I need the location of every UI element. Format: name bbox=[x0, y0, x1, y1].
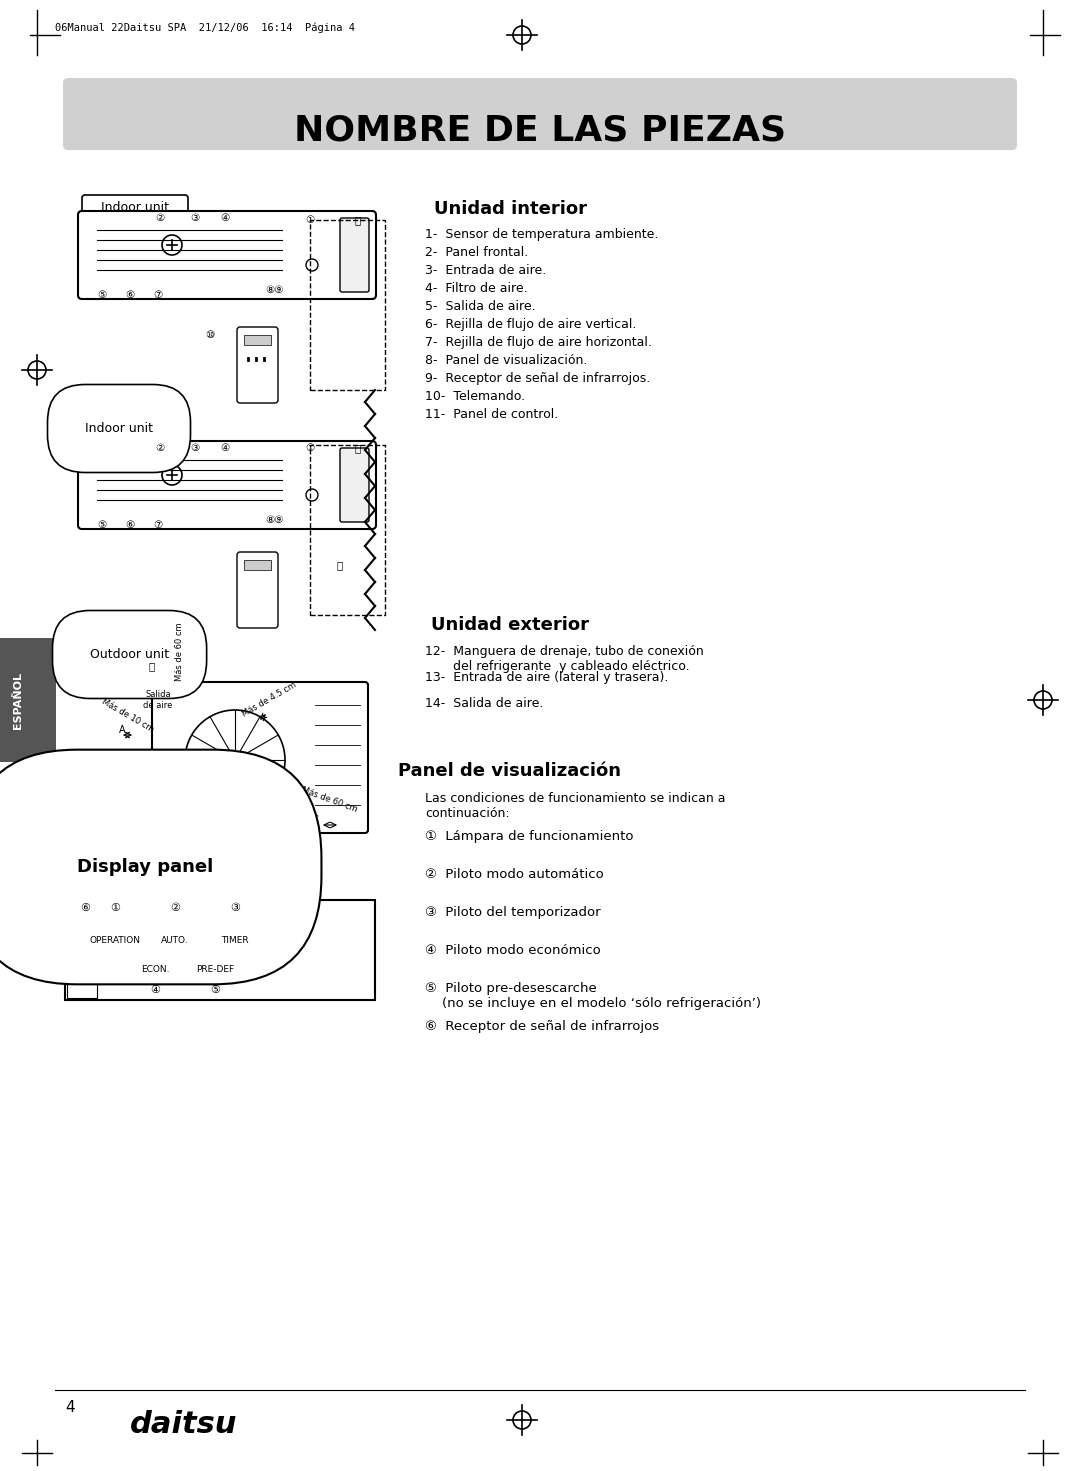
Text: 2-  Panel frontal.: 2- Panel frontal. bbox=[426, 246, 528, 259]
Text: Unidad interior: Unidad interior bbox=[433, 200, 586, 218]
Text: ③  Piloto del temporizador: ③ Piloto del temporizador bbox=[426, 906, 600, 919]
FancyBboxPatch shape bbox=[78, 441, 376, 530]
Text: 4-  Filtro de aire.: 4- Filtro de aire. bbox=[426, 282, 528, 296]
Text: ⑦: ⑦ bbox=[153, 290, 163, 300]
Text: 9-  Receptor de señal de infrarrojos.: 9- Receptor de señal de infrarrojos. bbox=[426, 372, 650, 385]
Text: ⑤  Piloto pre-desescarche
    (no se incluye en el modelo ‘sólo refrigeración’): ⑤ Piloto pre-desescarche (no se incluye … bbox=[426, 983, 761, 1011]
Text: 5-  Salida de aire.: 5- Salida de aire. bbox=[426, 300, 536, 313]
Text: ⑦: ⑦ bbox=[153, 521, 163, 530]
Text: 06Manual 22Daitsu SPA  21/12/06  16:14  Página 4: 06Manual 22Daitsu SPA 21/12/06 16:14 Pág… bbox=[55, 22, 355, 32]
Text: 4: 4 bbox=[65, 1400, 75, 1415]
Text: ⑥: ⑥ bbox=[80, 903, 90, 913]
Text: ①  Lámpara de funcionamiento: ① Lámpara de funcionamiento bbox=[426, 830, 634, 843]
Text: ④: ④ bbox=[220, 213, 230, 224]
Text: B: B bbox=[149, 805, 156, 815]
FancyBboxPatch shape bbox=[244, 335, 271, 346]
Text: ②: ② bbox=[170, 903, 180, 913]
Text: ⑫: ⑫ bbox=[337, 560, 343, 569]
Text: 7-  Rejilla de flujo de aire horizontal.: 7- Rejilla de flujo de aire horizontal. bbox=[426, 335, 652, 349]
Text: ⑤: ⑤ bbox=[97, 290, 107, 300]
Text: ⑤: ⑤ bbox=[97, 521, 107, 530]
Text: Más de 100 cm: Más de 100 cm bbox=[156, 778, 217, 812]
Text: NOMBRE DE LAS PIEZAS: NOMBRE DE LAS PIEZAS bbox=[294, 113, 786, 147]
Text: AUTO.: AUTO. bbox=[161, 936, 189, 944]
FancyBboxPatch shape bbox=[237, 327, 278, 403]
Text: Salida
de aire: Salida de aire bbox=[144, 690, 173, 709]
Text: ③: ③ bbox=[190, 213, 200, 224]
Text: Más de 60 cm: Más de 60 cm bbox=[175, 622, 184, 681]
Text: ④: ④ bbox=[220, 443, 230, 453]
Text: ⑧⑨: ⑧⑨ bbox=[266, 515, 284, 525]
Text: ①: ① bbox=[306, 215, 314, 225]
Text: ③: ③ bbox=[190, 443, 200, 453]
FancyBboxPatch shape bbox=[82, 196, 188, 224]
Text: ⑧⑨: ⑧⑨ bbox=[266, 285, 284, 296]
Text: 13-  Entrada de aire (lateral y trasera).: 13- Entrada de aire (lateral y trasera). bbox=[426, 671, 669, 684]
Text: 10-  Telemando.: 10- Telemando. bbox=[426, 390, 525, 403]
Text: Outdoor unit: Outdoor unit bbox=[90, 649, 170, 660]
FancyBboxPatch shape bbox=[78, 210, 376, 299]
Text: ②: ② bbox=[156, 213, 164, 224]
FancyBboxPatch shape bbox=[63, 78, 1017, 150]
Text: ①: ① bbox=[306, 443, 314, 453]
Text: 11-  Panel de control.: 11- Panel de control. bbox=[426, 407, 558, 421]
Text: Unidad exterior: Unidad exterior bbox=[431, 616, 589, 634]
Text: ECON.: ECON. bbox=[140, 965, 170, 974]
FancyBboxPatch shape bbox=[67, 902, 97, 997]
Text: 12-  Manguera de drenaje, tubo de conexión
       del refrigerante  y cableado e: 12- Manguera de drenaje, tubo de conexió… bbox=[426, 644, 704, 674]
Text: C: C bbox=[312, 815, 319, 825]
Text: daitsu: daitsu bbox=[130, 1411, 238, 1439]
Text: ⑪: ⑪ bbox=[355, 215, 361, 225]
Text: Las condiciones de funcionamiento se indican a
continuación:: Las condiciones de funcionamiento se ind… bbox=[426, 791, 726, 819]
Text: 1-  Sensor de temperatura ambiente.: 1- Sensor de temperatura ambiente. bbox=[426, 228, 659, 241]
Text: 3-  Entrada de aire.: 3- Entrada de aire. bbox=[426, 263, 546, 277]
Text: ⑩: ⑩ bbox=[205, 330, 215, 340]
Text: ⑥: ⑥ bbox=[125, 521, 135, 530]
Text: ⑥  Receptor de señal de infrarrojos: ⑥ Receptor de señal de infrarrojos bbox=[426, 1019, 659, 1033]
Text: ③: ③ bbox=[230, 903, 240, 913]
FancyBboxPatch shape bbox=[152, 683, 368, 833]
Text: OPERATION: OPERATION bbox=[90, 936, 140, 944]
Text: ①: ① bbox=[110, 903, 120, 913]
Text: 6-  Rejilla de flujo de aire vertical.: 6- Rejilla de flujo de aire vertical. bbox=[426, 318, 636, 331]
Text: ④  Piloto modo económico: ④ Piloto modo económico bbox=[426, 944, 600, 958]
Text: ⑬: ⑬ bbox=[149, 660, 156, 671]
Text: Más de 10 cm: Más de 10 cm bbox=[100, 696, 156, 734]
Text: Indoor unit: Indoor unit bbox=[102, 200, 168, 213]
FancyBboxPatch shape bbox=[340, 218, 369, 293]
Text: ⑤: ⑤ bbox=[210, 986, 220, 994]
Text: PRE-DEF: PRE-DEF bbox=[195, 965, 234, 974]
FancyBboxPatch shape bbox=[244, 560, 271, 569]
Text: TIMER: TIMER bbox=[221, 936, 248, 944]
Text: ④: ④ bbox=[150, 986, 160, 994]
Text: ⑭: ⑭ bbox=[149, 775, 156, 786]
Text: ②  Piloto modo automático: ② Piloto modo automático bbox=[426, 868, 604, 881]
FancyBboxPatch shape bbox=[65, 900, 375, 1000]
Text: Más de 4.5 cm: Más de 4.5 cm bbox=[240, 681, 297, 719]
FancyBboxPatch shape bbox=[340, 449, 369, 522]
Text: 14-  Salida de aire.: 14- Salida de aire. bbox=[426, 697, 543, 710]
Text: Panel de visualización: Panel de visualización bbox=[399, 762, 621, 780]
Text: ⑥: ⑥ bbox=[125, 290, 135, 300]
FancyBboxPatch shape bbox=[237, 552, 278, 628]
Text: ⑪: ⑪ bbox=[355, 443, 361, 453]
Text: Más de 60 cm: Más de 60 cm bbox=[300, 786, 359, 815]
Text: ESPAÑOL: ESPAÑOL bbox=[13, 671, 23, 728]
Text: Display panel: Display panel bbox=[77, 858, 213, 877]
Text: ②: ② bbox=[156, 443, 164, 453]
Text: Indoor unit: Indoor unit bbox=[85, 422, 153, 435]
Text: 8-  Panel de visualización.: 8- Panel de visualización. bbox=[426, 355, 588, 366]
Text: A: A bbox=[119, 725, 125, 736]
